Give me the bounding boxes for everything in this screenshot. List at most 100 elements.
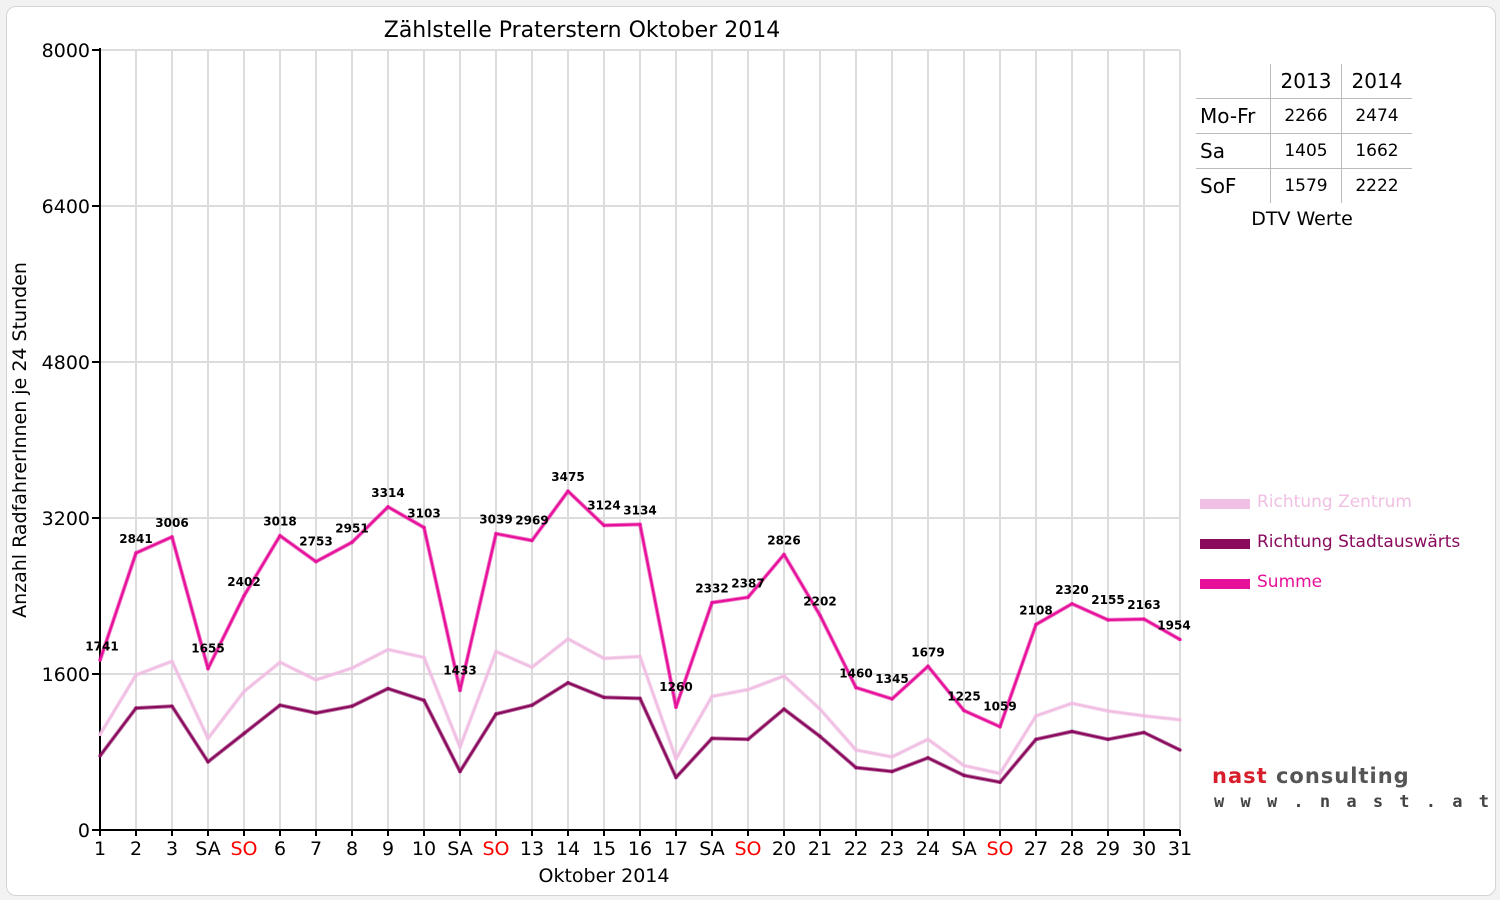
data-label: 1954 bbox=[1157, 618, 1190, 632]
y-tick-label: 4800 bbox=[42, 352, 90, 374]
data-point bbox=[494, 532, 498, 536]
data-point bbox=[854, 748, 858, 752]
data-point bbox=[98, 658, 102, 662]
data-point bbox=[98, 732, 102, 737]
data-point bbox=[782, 674, 786, 678]
data-label: 2155 bbox=[1091, 593, 1124, 607]
data-point bbox=[710, 601, 714, 605]
legend-swatch bbox=[1200, 579, 1250, 589]
data-point bbox=[494, 712, 498, 716]
x-tick-label: 10 bbox=[412, 838, 436, 860]
legend-label: Richtung Stadtauswärts bbox=[1257, 532, 1461, 552]
data-point bbox=[746, 595, 750, 599]
data-label: 2951 bbox=[335, 521, 368, 535]
data-point bbox=[638, 522, 642, 527]
data-label: 2969 bbox=[515, 514, 548, 528]
series-lines bbox=[98, 489, 1182, 785]
x-tick-label: 23 bbox=[880, 838, 904, 860]
dtv-header-2014: 2014 bbox=[1341, 64, 1412, 99]
data-point bbox=[962, 708, 966, 713]
data-point bbox=[278, 703, 282, 707]
data-point bbox=[566, 637, 570, 641]
data-point bbox=[422, 655, 426, 660]
data-point bbox=[206, 760, 210, 764]
data-point bbox=[782, 707, 786, 711]
logo-url: w w w . n a s t . a t bbox=[1214, 792, 1492, 812]
x-tick-label: 13 bbox=[520, 838, 544, 860]
dtv-cell-2013: 2266 bbox=[1270, 98, 1342, 134]
data-point bbox=[926, 737, 930, 741]
data-point bbox=[746, 688, 750, 692]
data-point bbox=[674, 705, 678, 709]
data-point bbox=[926, 664, 930, 668]
chart-title: Zählstelle Praterstern Oktober 2014 bbox=[384, 18, 780, 43]
y-tick-label: 3200 bbox=[42, 508, 90, 530]
dtv-row-label: Mo-Fr bbox=[1196, 98, 1271, 134]
data-point bbox=[422, 525, 426, 530]
data-point bbox=[314, 559, 318, 564]
logo-brand-part2: consulting bbox=[1275, 764, 1410, 788]
data-point bbox=[386, 687, 390, 691]
dtv-cell-2014: 2474 bbox=[1341, 98, 1412, 134]
dtv-row-sof: SoF 1579 2222 bbox=[1196, 168, 1412, 203]
data-point bbox=[242, 594, 246, 598]
grid-lines bbox=[99, 49, 1181, 831]
data-point bbox=[314, 678, 318, 682]
data-point bbox=[458, 688, 462, 692]
data-point bbox=[782, 552, 786, 557]
x-tick-label: 1 bbox=[94, 838, 106, 860]
data-point bbox=[206, 736, 210, 740]
data-label: 1741 bbox=[85, 639, 118, 653]
data-point bbox=[134, 551, 138, 555]
data-point bbox=[638, 654, 642, 659]
data-point bbox=[1106, 618, 1110, 622]
data-point bbox=[1142, 730, 1146, 735]
data-point bbox=[602, 523, 606, 528]
dtv-caption: DTV Werte bbox=[1251, 208, 1353, 230]
y-tick-label: 1600 bbox=[42, 664, 90, 686]
data-point bbox=[206, 667, 210, 671]
x-tick-label: 30 bbox=[1132, 838, 1156, 860]
series-stadtauswaerts bbox=[98, 680, 1182, 785]
data-point bbox=[998, 780, 1002, 784]
data-point bbox=[602, 695, 606, 700]
x-tick-label: SA bbox=[447, 838, 472, 860]
y-tick-labels: 0 1600 3200 4800 6400 8000 bbox=[42, 40, 90, 842]
data-point bbox=[134, 706, 138, 710]
data-point bbox=[818, 707, 822, 711]
data-point bbox=[458, 745, 462, 749]
x-tick-label: SO bbox=[482, 838, 509, 860]
data-label: 1345 bbox=[875, 672, 908, 686]
data-point bbox=[962, 764, 966, 768]
data-label: 1679 bbox=[911, 645, 944, 659]
x-tick-label: 20 bbox=[772, 838, 796, 860]
data-label: 3314 bbox=[371, 486, 404, 500]
data-point bbox=[1070, 602, 1074, 606]
data-label: 1433 bbox=[443, 663, 476, 677]
data-point bbox=[602, 656, 606, 661]
x-tick-label: SA bbox=[699, 838, 724, 860]
company-logo: nast consulting w w w . n a s t . a t bbox=[1200, 750, 1489, 824]
x-tick-label: SO bbox=[734, 838, 761, 860]
data-point bbox=[170, 659, 174, 663]
data-label: 2163 bbox=[1127, 598, 1160, 612]
data-point bbox=[458, 769, 462, 774]
data-label: 1260 bbox=[659, 680, 692, 694]
data-point bbox=[1178, 637, 1182, 642]
x-tick-label: SO bbox=[230, 838, 257, 860]
data-point bbox=[890, 769, 894, 774]
x-tick-label: 27 bbox=[1024, 838, 1048, 860]
dtv-table: 2013 2014 Mo-Fr 2266 2474 Sa 1405 1662 S… bbox=[1196, 64, 1412, 203]
data-point bbox=[170, 704, 174, 708]
data-point bbox=[242, 731, 246, 736]
data-label: 3475 bbox=[551, 470, 584, 484]
data-point bbox=[1178, 748, 1182, 752]
x-tick-label: 14 bbox=[556, 838, 580, 860]
data-point bbox=[962, 773, 966, 778]
x-tick-label: 15 bbox=[592, 838, 616, 860]
data-label: 2841 bbox=[119, 532, 152, 546]
data-label: 3124 bbox=[587, 498, 620, 512]
data-label: 1225 bbox=[947, 690, 980, 704]
data-point bbox=[1178, 718, 1182, 722]
